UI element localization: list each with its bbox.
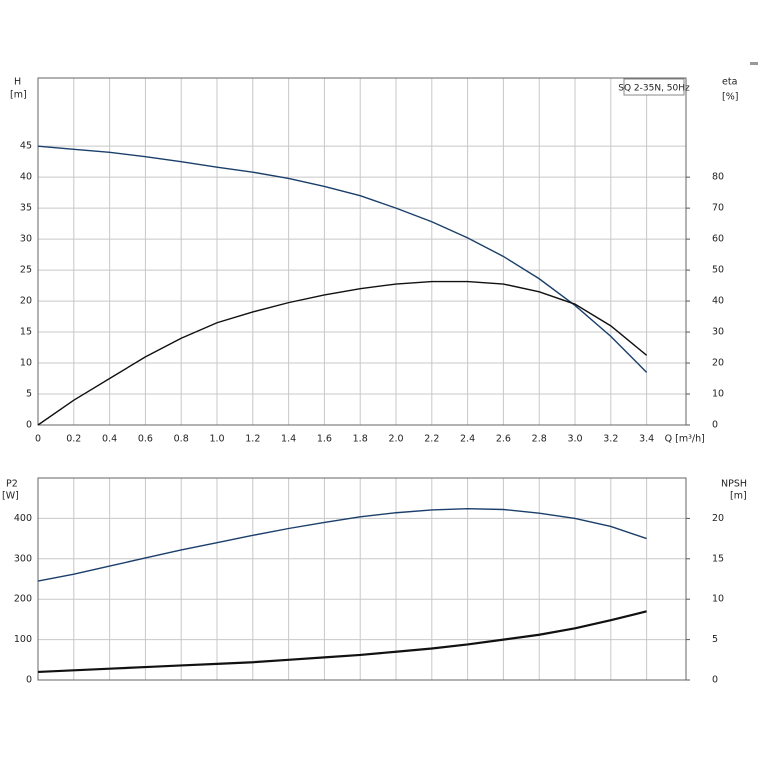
x-tick-label: 0.6 [138,434,153,445]
y2-tick-label: 30 [712,327,724,338]
x-tick-label: 1.2 [245,434,260,445]
y2-tick-label: 60 [712,234,724,245]
x-tick-label: 2.2 [424,434,439,445]
y2-axis-label: eta [722,77,737,88]
y-tick-label: 200 [14,594,32,605]
y2-tick-label: 70 [712,203,724,214]
x-tick-label: 2.8 [532,434,547,445]
y2-tick-label: 10 [712,594,724,605]
y2-tick-label: 0 [712,420,718,431]
y-tick-label: 10 [20,358,32,369]
y2-tick-label: 5 [712,634,718,645]
x-tick-label: 0.8 [174,434,189,445]
x-tick-label: 2.6 [496,434,511,445]
title-box [623,78,685,96]
y-tick-label: 45 [20,141,32,152]
y-axis-unit: [m] [10,90,27,101]
x-tick-label: 1.0 [209,434,224,445]
y2-tick-label: 80 [712,172,724,183]
y-tick-label: 0 [26,675,32,686]
y-axis-label: P2 [6,479,18,490]
x-tick-label: 1.6 [317,434,332,445]
y2-axis-unit: [m] [730,491,747,502]
y2-tick-label: 15 [712,553,724,564]
corner-mark [750,62,758,65]
x-tick-label: 2.0 [388,434,403,445]
y-tick-label: 0 [26,420,32,431]
y2-tick-label: 10 [712,389,724,400]
y2-axis-unit: [%] [722,92,738,103]
y2-tick-label: 20 [712,358,724,369]
y-tick-label: 400 [14,513,32,524]
y-tick-label: 100 [14,634,32,645]
y2-tick-label: 50 [712,265,724,276]
x-tick-label: 1.8 [353,434,368,445]
y-tick-label: 30 [20,234,32,245]
y-tick-label: 20 [20,296,32,307]
plot-frame [37,477,687,681]
y-tick-label: 5 [26,389,32,400]
y2-tick-label: 40 [712,296,724,307]
curve [37,610,647,674]
x-tick-label: 2.4 [460,434,475,445]
curve [37,507,647,582]
x-axis-label: Q [m³/h] [665,434,705,445]
x-tick-label: 3.2 [603,434,618,445]
chart-title: SQ 2-35N, 50Hz [618,84,690,94]
y-tick-label: 35 [20,203,32,214]
y-tick-label: 300 [14,553,32,564]
plot-frame [37,77,687,426]
y-axis-label: H [14,77,21,88]
x-tick-label: 0.2 [66,434,81,445]
y2-tick-label: 0 [712,675,718,686]
x-tick-label: 3.0 [567,434,582,445]
curve [37,145,648,373]
y-tick-label: 40 [20,172,32,183]
y-axis-unit: [W] [2,491,19,502]
y2-axis-label: NPSH [721,479,747,490]
x-tick-label: 3.4 [639,434,654,445]
x-tick-label: 1.4 [281,434,296,445]
curve [37,280,648,426]
y-tick-label: 15 [20,327,32,338]
x-tick-label: 0 [35,434,41,445]
y2-tick-label: 20 [712,513,724,524]
x-tick-label: 0.4 [102,434,117,445]
y-tick-label: 25 [20,265,32,276]
